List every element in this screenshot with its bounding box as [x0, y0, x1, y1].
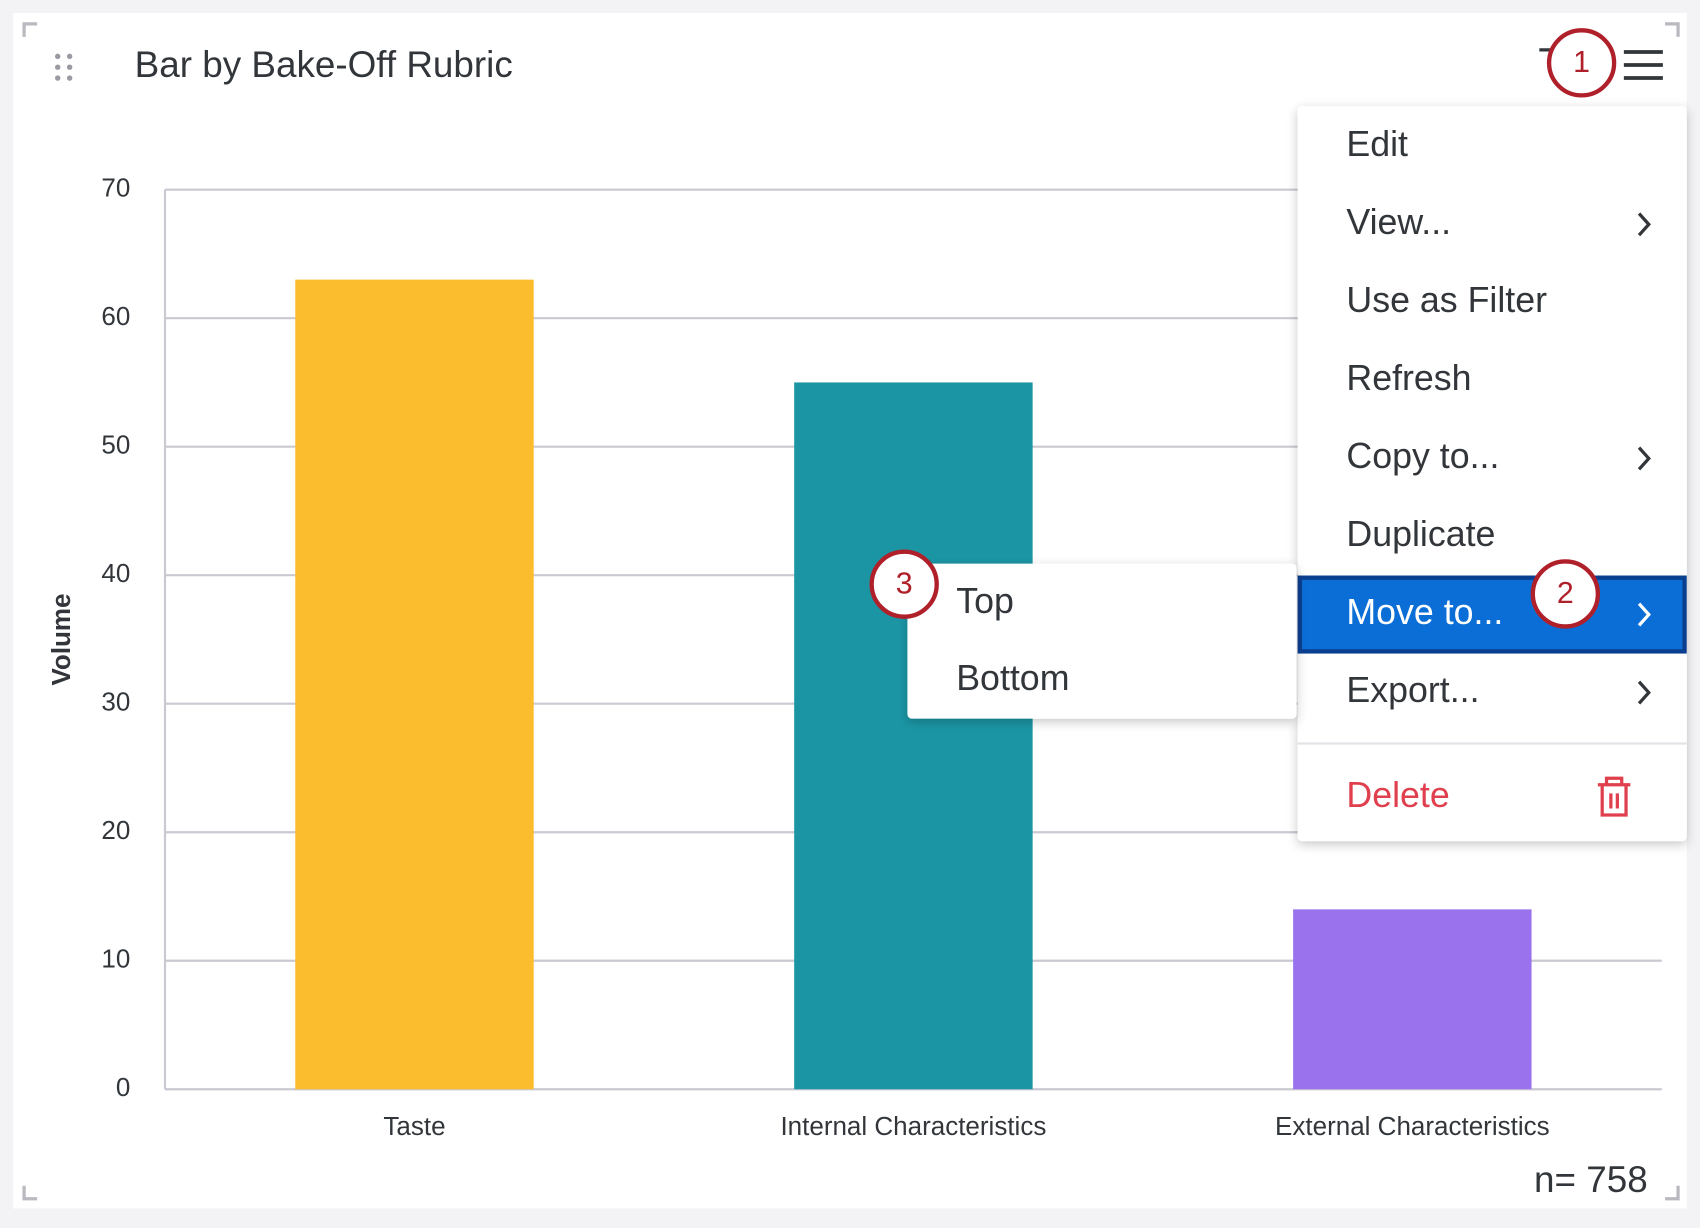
callout-circle — [1546, 28, 1617, 98]
y-tick-label: 70 — [101, 173, 130, 203]
context-menu: Edit View... Use as Filter Refresh Copy to..… — [1297, 106, 1687, 842]
bar — [1293, 909, 1532, 1090]
callouts: 1 2 3 — [869, 28, 1617, 629]
menu-highlight — [1297, 575, 1687, 654]
y-tick-label: 60 — [101, 301, 130, 331]
callout-number: 3 — [896, 567, 913, 600]
menu-item[interactable]: Use as Filter — [1346, 280, 1547, 320]
menu-item[interactable]: Refresh — [1346, 358, 1471, 398]
submenu-item[interactable]: Top — [956, 581, 1014, 621]
y-tick-label: 30 — [101, 687, 130, 717]
bar — [295, 279, 534, 1090]
y-tick-label: 10 — [101, 944, 130, 974]
callout-circle — [1530, 559, 1601, 629]
sample-size: n= 758 — [1534, 1159, 1648, 1200]
x-tick-label: Internal Characteristics — [780, 1111, 1046, 1141]
submenu-chevron — [1637, 446, 1651, 471]
widget-title: Bar by Bake-Off Rubric — [135, 44, 513, 85]
y-tick-label: 40 — [101, 558, 130, 588]
corner-marks — [22, 22, 1680, 1201]
hamburger-menu[interactable] — [1623, 50, 1663, 80]
menu-item[interactable]: Edit — [1346, 124, 1408, 164]
callout-number: 2 — [1557, 577, 1574, 610]
menu-panel — [1297, 106, 1687, 842]
submenu-chevron — [1637, 602, 1651, 627]
x-tick-label: Taste — [383, 1111, 445, 1141]
submenu-item[interactable]: Bottom — [956, 658, 1069, 698]
x-tick-label: External Characteristics — [1275, 1111, 1550, 1141]
submenu-panel — [907, 563, 1297, 719]
menu-item[interactable]: Copy to... — [1346, 436, 1499, 476]
bar — [794, 382, 1033, 1090]
menu-item[interactable]: Duplicate — [1346, 514, 1495, 554]
menu-item[interactable]: Export... — [1346, 670, 1479, 710]
submenu: Top Bottom — [907, 563, 1297, 719]
drag-handle[interactable] — [54, 53, 73, 81]
trash-icon — [1597, 776, 1631, 817]
y-tick-label: 0 — [116, 1072, 130, 1102]
y-tick-label: 20 — [101, 815, 130, 845]
menu-item[interactable]: Delete — [1346, 775, 1449, 815]
callout-circle — [869, 549, 939, 619]
y-axis-label: Volume — [46, 593, 76, 685]
submenu-chevron — [1637, 680, 1651, 705]
plot: 0 10 20 30 40 50 60 70 Taste Internal Characteris… — [101, 173, 1662, 1141]
callout-number: 1 — [1573, 46, 1590, 79]
menu-item[interactable]: View... — [1346, 202, 1451, 242]
y-tick-label: 50 — [101, 430, 130, 460]
menu-item[interactable]: Move to... — [1346, 592, 1503, 632]
submenu-chevron — [1637, 212, 1651, 237]
